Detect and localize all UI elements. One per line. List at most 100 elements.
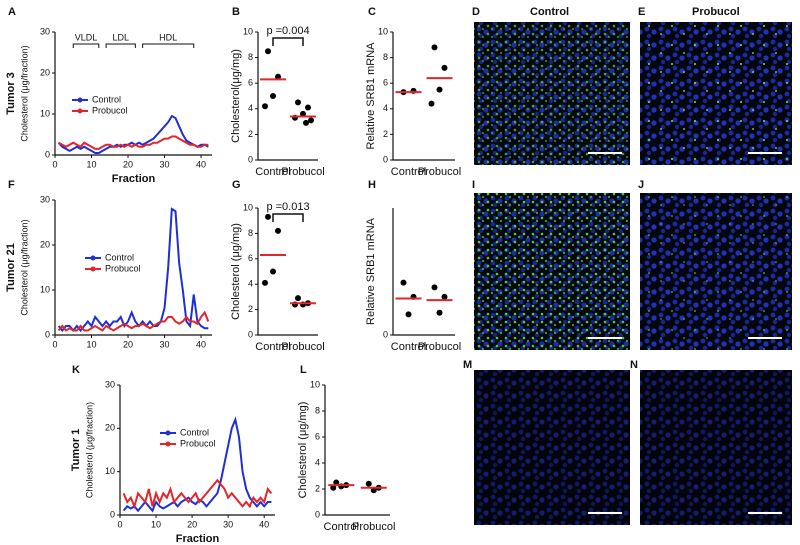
y-axis-label: Relative SRB1 mRNA	[365, 217, 377, 325]
y-tick-label: 20	[40, 239, 50, 249]
axis	[54, 32, 212, 156]
y-tick-label: 2	[248, 304, 253, 314]
x-tick-label: Probucol	[352, 521, 395, 533]
y-tick-label: 0	[45, 149, 50, 159]
image-title: Probucol	[692, 6, 740, 18]
y-tick-label: 20	[40, 67, 50, 77]
annotation: p =0.013	[266, 201, 309, 213]
x-tick-label: Probucol	[418, 341, 461, 353]
data-point	[441, 293, 448, 300]
legend-label: Control	[180, 427, 209, 437]
data-point	[431, 284, 438, 291]
axis	[324, 385, 390, 516]
x-tick-label: Control	[391, 166, 426, 178]
row-label: Tumor 21	[5, 243, 17, 292]
data-point	[275, 227, 281, 234]
axis	[257, 208, 318, 336]
axis	[392, 32, 455, 161]
x-tick-label: 30	[223, 519, 233, 529]
x-axis-label: Fraction	[112, 173, 156, 185]
data-point	[262, 103, 268, 110]
y-axis-label: Relative SRB1 mRNA	[365, 42, 377, 150]
data-point	[275, 73, 281, 80]
x-tick-label: 10	[87, 159, 97, 169]
y-tick-label: 4	[383, 103, 388, 113]
x-tick-label: Probucol	[418, 166, 461, 178]
bracket	[142, 43, 195, 48]
data-point	[431, 44, 438, 51]
bracket	[72, 43, 100, 48]
legend-marker	[77, 97, 83, 103]
image-nuclei	[474, 370, 630, 525]
panel-letter: G	[232, 179, 241, 191]
series-line	[57, 310, 210, 332]
x-tick-label: 10	[87, 339, 97, 349]
x-tick-label: 10	[151, 519, 161, 529]
data-point	[270, 268, 276, 275]
image-title: Control	[530, 6, 569, 18]
image-stain	[474, 193, 630, 350]
x-tick-label: 20	[123, 159, 133, 169]
data-point	[295, 99, 301, 106]
y-tick-label: 10	[40, 108, 50, 118]
y-tick-label: 4	[248, 103, 253, 113]
y-tick-label: 0	[383, 154, 388, 164]
panel-letter: E	[638, 6, 645, 18]
y-tick-label: 30	[40, 26, 50, 36]
row-label: Tumor 3	[5, 72, 17, 115]
y-axis-label: Cholesterol (μg/fraction)	[84, 402, 94, 498]
data-point	[405, 311, 412, 318]
legend-label: Probucol	[180, 438, 216, 448]
annotation: LDL	[112, 32, 129, 42]
x-tick-label: 30	[160, 159, 170, 169]
x-tick-label: Probucol	[281, 341, 324, 353]
data-point	[365, 480, 372, 487]
y-axis-label: Cholesterol(μg/mg)	[230, 49, 242, 143]
panel-letter: I	[472, 179, 475, 191]
data-point	[308, 117, 314, 124]
y-tick-label: 8	[383, 52, 388, 62]
x-tick-label: 0	[117, 519, 122, 529]
image-nuclei	[640, 370, 792, 525]
data-point	[305, 104, 311, 111]
y-tick-label: 10	[378, 26, 388, 36]
y-tick-label: 10	[40, 284, 50, 294]
image-stain	[640, 193, 792, 350]
x-tick-label: 20	[187, 519, 197, 529]
micrographs: D Control E Probucol I J M N	[463, 6, 792, 525]
x-tick-label: 30	[160, 339, 170, 349]
bracket	[272, 213, 304, 222]
data-point	[303, 119, 309, 126]
data-point	[265, 213, 271, 220]
panel-letter: K	[72, 364, 80, 376]
y-tick-label: 4	[248, 279, 253, 289]
series-line	[122, 416, 272, 513]
x-tick-label: Probucol	[281, 166, 324, 178]
panel-letter: H	[368, 179, 376, 191]
panel-letter: B	[232, 6, 240, 18]
y-tick-label: 30	[105, 379, 115, 389]
legend-marker	[165, 441, 171, 447]
y-axis-label: Cholesterol (μg/fraction)	[19, 219, 29, 315]
y-tick-label: 8	[248, 228, 253, 238]
row-label: Tumor 1	[70, 429, 82, 472]
x-tick-label: 40	[259, 519, 269, 529]
x-tick-label: 0	[52, 159, 57, 169]
y-tick-label: 6	[315, 431, 320, 441]
data-point	[436, 309, 443, 316]
y-tick-label: 6	[248, 253, 253, 263]
y-tick-label: 10	[243, 202, 253, 212]
x-tick-label: Control	[391, 341, 426, 353]
y-tick-label: 6	[248, 78, 253, 88]
y-tick-label: 6	[383, 78, 388, 88]
data-point	[265, 48, 271, 55]
y-tick-label: 2	[383, 129, 388, 139]
y-tick-label: 0	[45, 329, 50, 339]
x-tick-label: 40	[196, 159, 206, 169]
y-tick-label: 8	[315, 405, 320, 415]
y-tick-label: 0	[383, 329, 388, 339]
data-point	[400, 279, 407, 286]
panel-letter: D	[472, 6, 480, 18]
x-tick-label: 40	[196, 339, 206, 349]
